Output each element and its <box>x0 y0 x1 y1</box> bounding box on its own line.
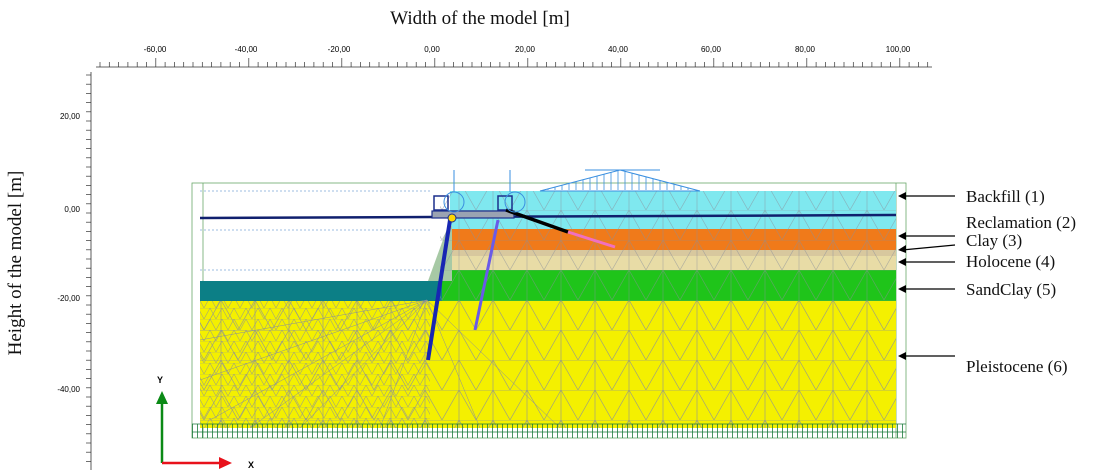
y-axis-label: Y <box>157 375 163 385</box>
x-tick-label: 20,00 <box>515 45 536 54</box>
legend-label-pleistocene: Pleistocene (6) <box>966 357 1068 376</box>
water-level <box>199 190 897 271</box>
bottom-fixity <box>192 423 906 438</box>
legend-label-sandclay: SandClay (5) <box>966 280 1057 299</box>
x-tick-label: -40,00 <box>235 45 258 54</box>
finite-element-mesh <box>199 191 896 429</box>
legend-arrows <box>898 192 956 360</box>
x-tick-label: 100,00 <box>886 45 911 54</box>
quay-structure <box>426 170 616 361</box>
y-tick-labels: 20,00 0,00 -20,00 -40,00 <box>57 112 80 394</box>
water-block <box>200 281 430 301</box>
x-tick-label: 80,00 <box>795 45 816 54</box>
x-tick-labels: -60,00 -40,00 -20,00 0,00 20,00 40,00 60… <box>144 45 911 54</box>
legend-label-holocene: Holocene (4) <box>966 252 1056 271</box>
top-ruler <box>96 58 932 68</box>
x-tick-label: 60,00 <box>701 45 722 54</box>
x-axis-label: X <box>248 460 254 470</box>
surcharge-load <box>539 169 701 192</box>
y-tick-label: 0,00 <box>64 205 80 214</box>
x-tick-label: 40,00 <box>608 45 629 54</box>
x-tick-label: -60,00 <box>144 45 167 54</box>
left-ruler <box>86 72 92 470</box>
x-axis-title: Width of the model [m] <box>390 8 570 29</box>
legend-label-clay: Clay (3) <box>966 231 1023 250</box>
legend-label-reclamation: Reclamation (2) <box>966 213 1076 232</box>
x-tick-label: 0,00 <box>424 45 440 54</box>
y-tick-label: 20,00 <box>60 112 81 121</box>
legend-label-backfill: Backfill (1) <box>966 187 1045 206</box>
x-tick-label: -20,00 <box>328 45 351 54</box>
y-tick-label: -40,00 <box>57 385 80 394</box>
y-tick-label: -20,00 <box>57 294 80 303</box>
axis-gizmo: Y X <box>156 375 254 470</box>
